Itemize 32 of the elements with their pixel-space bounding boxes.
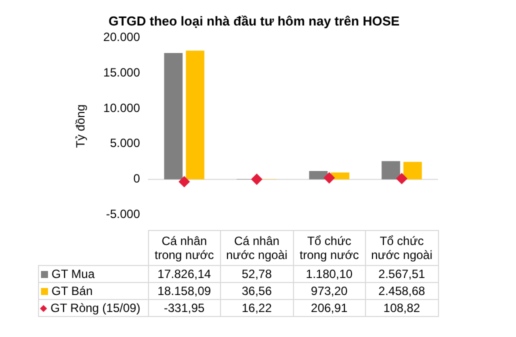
chart-title: GTGD theo loại nhà đầu tư hôm nay trên HOSE [108, 13, 400, 28]
data-label: 973,20 [293, 282, 366, 300]
y-tick-label: 5.000 [110, 136, 140, 150]
bar [403, 162, 422, 180]
data-label: 36,56 [220, 282, 293, 300]
legend-label: GT Bán [38, 282, 148, 300]
data-label: -331,95 [148, 300, 220, 316]
bar [309, 170, 328, 180]
y-tick-label: 10.000 [103, 100, 140, 115]
data-label: 18.158,09 [148, 282, 220, 300]
x-tick-label: Tổ chức trong nước [293, 230, 366, 266]
data-label: 108,82 [366, 300, 438, 316]
y-tick-label: -5.000 [106, 207, 140, 222]
x-tick-label: Tổ chức nước ngoài [366, 230, 438, 266]
bar [382, 161, 400, 180]
legend-label: GT Ròng (15/09) [38, 300, 148, 316]
x-tick-label: Cá nhân nước ngoài [220, 230, 293, 266]
bar [164, 53, 183, 180]
data-label: 2.458,68 [366, 282, 438, 300]
y-axis-title: Tỷ đồng [74, 104, 88, 148]
data-label: 2.567,51 [366, 266, 438, 282]
y-tick-label: 20.000 [103, 30, 140, 44]
y-tick-label: 0 [133, 172, 140, 186]
y-tick-label: 15.000 [103, 65, 140, 80]
data-label: 206,91 [293, 300, 366, 316]
bar [186, 50, 204, 180]
data-label: 1.180,10 [293, 266, 366, 282]
x-tick-label: Cá nhân trong nước [148, 230, 220, 266]
legend-label: GT Mua [38, 266, 148, 282]
data-label: 16,22 [220, 300, 293, 316]
data-label: 52,78 [220, 266, 293, 282]
data-label: 17.826,14 [148, 266, 220, 282]
